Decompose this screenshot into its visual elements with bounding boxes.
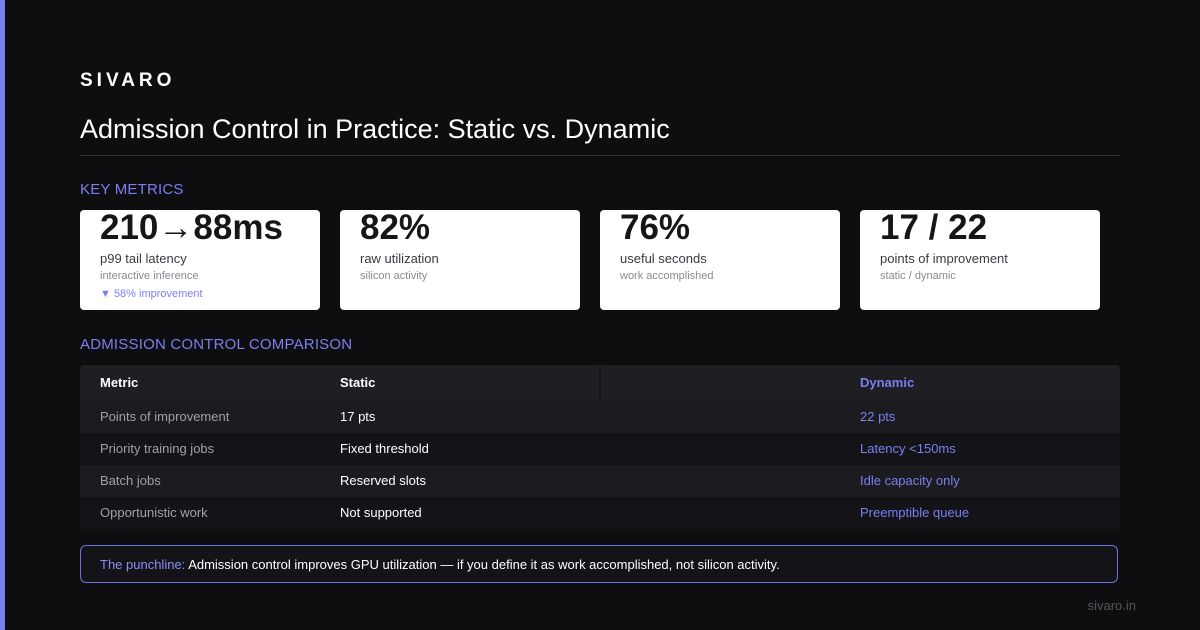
metric-value: 82% [360, 210, 431, 247]
cell-static: 17 pts [340, 409, 376, 424]
cell-metric: Batch jobs [100, 473, 161, 488]
punchline-lead: The punchline: [100, 557, 186, 572]
title-divider [80, 155, 1120, 156]
cell-static: Reserved slots [340, 473, 426, 488]
table-row: Priority training jobs Fixed threshold L… [80, 433, 1120, 465]
table-row: Batch jobs Reserved slots Idle capacity … [80, 465, 1120, 497]
cell-static: Fixed threshold [340, 441, 429, 456]
cell-metric: Points of improvement [100, 409, 230, 424]
page-title: Admission Control in Practice: Static vs… [80, 114, 670, 144]
metric-card-raw-utilization: 82% raw utilization silicon activity [340, 210, 580, 310]
cell-dynamic: Preemptible queue [860, 505, 970, 520]
cell-metric: Priority training jobs [100, 441, 215, 456]
metric-sub: static / dynamic [880, 270, 956, 282]
metric-value: 17 / 22 [880, 210, 988, 247]
metric-value: 210→88ms [100, 210, 283, 247]
comparison-table: Metric Static Dynamic Points of improvem… [80, 365, 1120, 529]
metric-label: raw utilization [360, 251, 439, 266]
header-metric: Metric [100, 375, 139, 390]
table-row: Points of improvement 17 pts 22 pts [80, 401, 1120, 433]
header-divider [599, 365, 601, 401]
table-header-row: Metric Static Dynamic [80, 365, 1120, 401]
cell-metric: Opportunistic work [100, 505, 208, 520]
table-row: Opportunistic work Not supported Preempt… [80, 497, 1120, 529]
punchline-text: Admission control improves GPU utilizati… [188, 557, 780, 572]
metric-sub: work accomplished [620, 270, 714, 282]
metric-value: 76% [620, 210, 691, 247]
punchline-callout: The punchline: Admission control improve… [80, 545, 1118, 583]
metric-delta: ▼ 58% improvement [100, 288, 203, 300]
key-metrics-heading: KEY METRICS [80, 181, 184, 198]
comparison-heading: ADMISSION CONTROL COMPARISON [80, 336, 353, 353]
metric-card-useful-seconds: 76% useful seconds work accomplished [600, 210, 840, 310]
metric-sub: silicon activity [360, 270, 428, 282]
metric-cards: 210→88ms p99 tail latency interactive in… [80, 210, 1120, 310]
metric-card-points: 17 / 22 points of improvement static / d… [860, 210, 1100, 310]
footer-url: sivaro.in [1087, 598, 1136, 613]
left-accent-bar [0, 0, 5, 630]
metric-label: points of improvement [880, 251, 1008, 266]
cell-dynamic: 22 pts [860, 409, 896, 424]
cell-dynamic: Latency <150ms [860, 441, 956, 456]
punchline-body: The punchline: Admission control improve… [100, 546, 780, 584]
metric-label: p99 tail latency [100, 251, 187, 266]
header-static: Static [340, 375, 376, 390]
header-dynamic: Dynamic [860, 375, 915, 390]
cell-static: Not supported [340, 505, 422, 520]
metric-sub: interactive inference [100, 270, 199, 282]
cell-dynamic: Idle capacity only [860, 473, 960, 488]
metric-card-latency: 210→88ms p99 tail latency interactive in… [80, 210, 320, 310]
metric-label: useful seconds [620, 251, 707, 266]
brand-logo: SIVARO [80, 70, 176, 91]
